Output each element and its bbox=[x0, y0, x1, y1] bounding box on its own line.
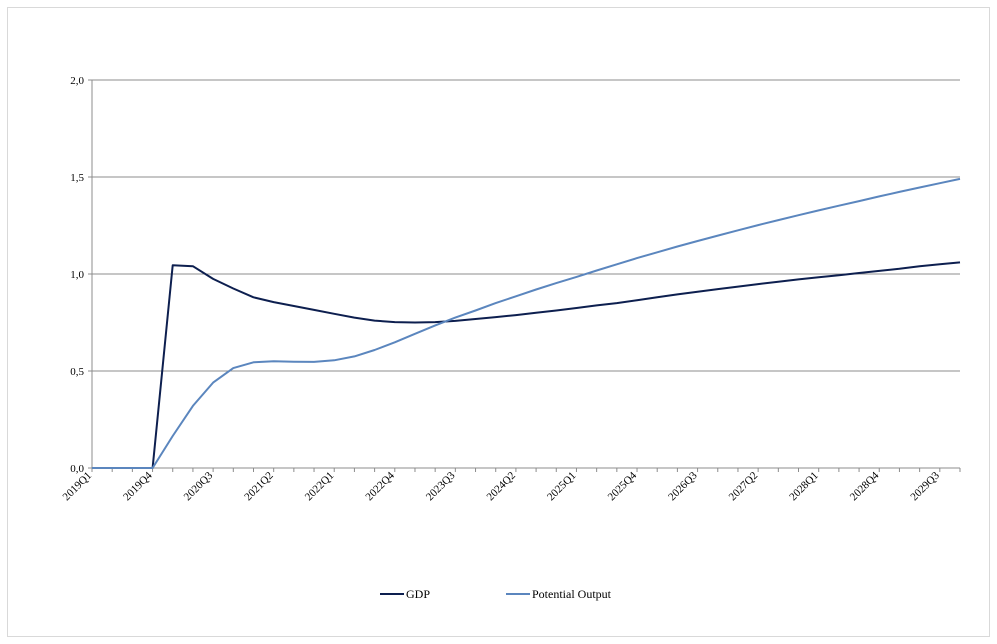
x-tick-label: 2026Q3 bbox=[666, 469, 700, 503]
x-tick-label: 2028Q1 bbox=[787, 470, 821, 504]
y-tick-label: 1,0 bbox=[70, 269, 84, 281]
series-line-potential-output bbox=[92, 177, 961, 469]
y-tick-label: 0,0 bbox=[70, 463, 84, 475]
y-tick-label: 0,5 bbox=[70, 366, 84, 378]
x-tick-label: 2029Q3 bbox=[908, 469, 942, 503]
x-tick-label: 2027Q2 bbox=[727, 470, 761, 504]
series-line-gdp bbox=[92, 261, 961, 469]
gridlines bbox=[88, 79, 960, 469]
y-tick-label: 1,5 bbox=[70, 172, 84, 184]
x-tick-label: 2024Q2 bbox=[484, 470, 518, 504]
x-tick-label: 2025Q4 bbox=[606, 469, 640, 503]
legend-label: Potential Output bbox=[532, 587, 612, 601]
x-tick-label: 2028Q4 bbox=[848, 469, 882, 503]
y-axis-ticks: 0,0 0,5 1,0 1,5 2,0 bbox=[70, 75, 84, 475]
x-tick-label: 2023Q3 bbox=[424, 469, 458, 503]
series-lines bbox=[92, 177, 961, 469]
x-tick-label: 2022Q1 bbox=[303, 470, 337, 504]
x-tick-label: 2020Q3 bbox=[182, 469, 216, 503]
legend-label: GDP bbox=[406, 587, 430, 601]
chart-frame bbox=[7, 7, 990, 637]
legend: GDP Potential Output bbox=[380, 587, 612, 601]
x-tick-label: 2021Q2 bbox=[242, 470, 276, 504]
x-tick-label: 2022Q4 bbox=[363, 469, 397, 503]
x-tick-label: 2025Q1 bbox=[545, 470, 579, 504]
y-tick-label: 2,0 bbox=[70, 75, 84, 87]
x-tick-label: 2019Q4 bbox=[121, 469, 155, 503]
x-axis: 2019Q1 2019Q4 2020Q3 2021Q2 2022Q1 2022Q4 2023… bbox=[61, 468, 961, 504]
